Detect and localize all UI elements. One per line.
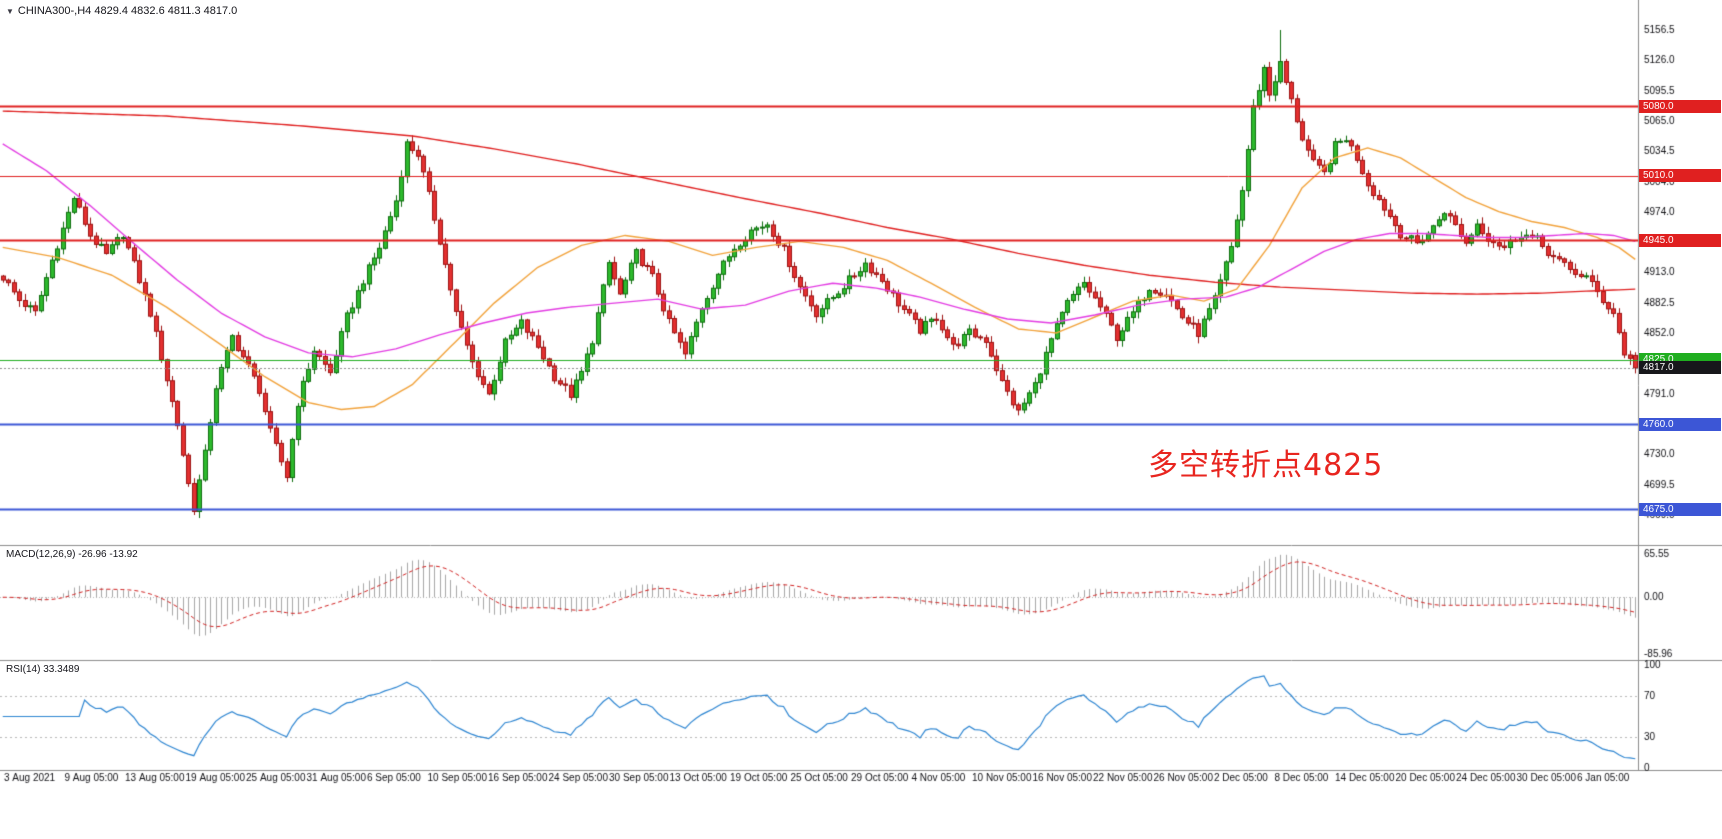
price-level-tag: 4945.0	[1639, 233, 1721, 247]
price-level-tag: 4817.0	[1639, 361, 1721, 375]
macd-indicator-label: MACD(12,26,9) -26.96 -13.92	[6, 549, 138, 560]
rsi-indicator-label: RSI(14) 33.3489	[6, 664, 80, 675]
chart-header: ▼ CHINA300-,H4 4829.4 4832.6 4811.3 4817.…	[6, 5, 237, 17]
price-level-tag: 5010.0	[1639, 169, 1721, 183]
annotation-text: 多空转折点4825	[1148, 448, 1384, 483]
price-level-tag: 5080.0	[1639, 99, 1721, 113]
price-level-tag: 4760.0	[1639, 417, 1721, 431]
collapse-chart-icon[interactable]: ▼	[6, 6, 14, 16]
price-level-tag: 4675.0	[1639, 502, 1721, 516]
symbol-ohlc-info: CHINA300-,H4 4829.4 4832.6 4811.3 4817.0	[17, 5, 238, 18]
